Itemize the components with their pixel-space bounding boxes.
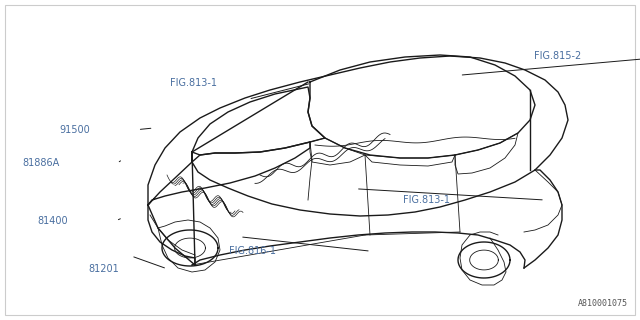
Text: 91500: 91500 bbox=[59, 124, 90, 135]
Text: A810001075: A810001075 bbox=[578, 299, 628, 308]
Text: FIG.815-2: FIG.815-2 bbox=[534, 51, 582, 61]
Text: 81201: 81201 bbox=[88, 264, 119, 274]
Text: 81400: 81400 bbox=[37, 216, 68, 226]
Text: 81886A: 81886A bbox=[22, 158, 60, 168]
Text: FIG.816-1: FIG.816-1 bbox=[229, 246, 276, 256]
Text: FIG.813-1: FIG.813-1 bbox=[170, 78, 216, 88]
Text: FIG.813-1: FIG.813-1 bbox=[403, 195, 450, 205]
